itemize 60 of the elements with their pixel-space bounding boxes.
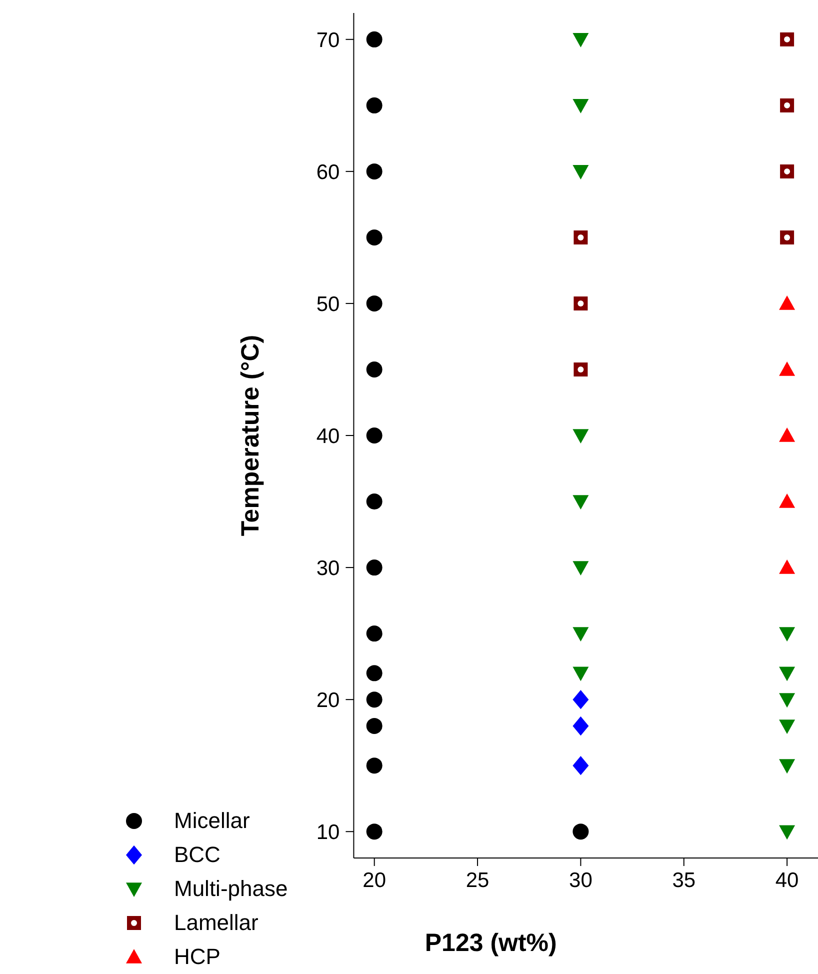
y-tick-label: 30 [316, 556, 340, 580]
point [572, 716, 589, 736]
point [779, 759, 796, 774]
legend-label: HCP [174, 944, 220, 970]
point [779, 693, 796, 708]
point [779, 666, 796, 682]
x-tick-label: 35 [672, 868, 696, 892]
point [366, 665, 382, 682]
point [572, 99, 589, 114]
point [572, 824, 589, 840]
y-tick-label: 70 [316, 28, 340, 52]
point [366, 494, 382, 510]
point [574, 296, 588, 310]
point [366, 295, 382, 312]
point [779, 361, 796, 376]
point [779, 825, 796, 840]
point [572, 165, 589, 180]
point [779, 494, 796, 508]
point [366, 824, 382, 840]
point [572, 561, 589, 576]
point [572, 429, 589, 444]
point [779, 295, 796, 310]
point [572, 756, 589, 776]
x-tick-label: 30 [569, 868, 592, 892]
y-tick-label: 10 [316, 821, 340, 844]
y-tick-label: 40 [316, 424, 340, 448]
y-tick-label: 60 [316, 160, 340, 184]
point [366, 428, 382, 444]
point [574, 230, 588, 244]
x-tick-label: 40 [775, 868, 799, 892]
point [574, 362, 588, 376]
point [572, 690, 589, 710]
y-tick-label: 20 [316, 689, 340, 712]
point [572, 666, 589, 682]
point [366, 97, 382, 114]
y-tick-label: 50 [316, 292, 340, 316]
point [779, 720, 796, 734]
y-axis-title: Temperature (°C) [236, 334, 265, 536]
point [779, 627, 796, 642]
point [366, 758, 382, 774]
point [366, 626, 382, 642]
point [366, 31, 382, 48]
point [366, 718, 382, 734]
x-tick-label: 20 [362, 868, 386, 892]
legend-label: Lamellar [174, 910, 258, 936]
point [366, 163, 382, 180]
point [572, 495, 589, 510]
legend-label: Micellar [174, 808, 250, 834]
legend-label: Multi-phase [174, 876, 288, 902]
point [366, 692, 382, 708]
point [779, 428, 796, 442]
point [779, 560, 796, 574]
legend-label: BCC [174, 842, 220, 868]
point [572, 33, 589, 48]
x-axis-title: P123 (wt%) [424, 928, 557, 957]
point [572, 627, 589, 642]
point [366, 361, 382, 378]
point [366, 229, 382, 246]
point [366, 560, 382, 576]
x-tick-label: 25 [466, 868, 490, 892]
